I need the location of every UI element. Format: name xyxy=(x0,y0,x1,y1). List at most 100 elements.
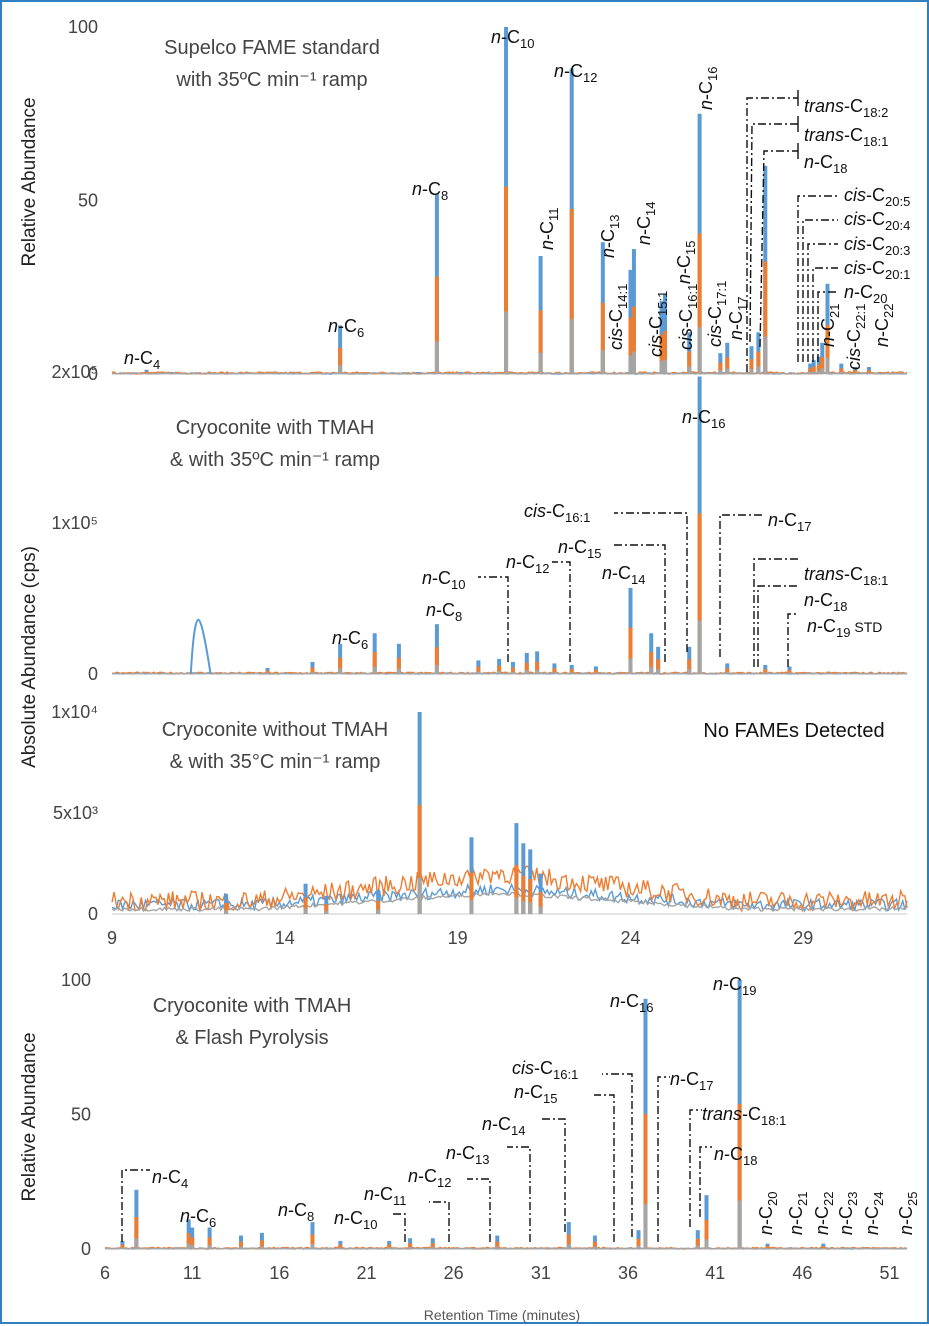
peak-gray xyxy=(763,672,768,674)
x-tick-label: 36 xyxy=(618,1263,638,1283)
peak-label-panel-1: trans-C18:1 xyxy=(804,125,888,149)
peak-orange xyxy=(338,657,343,674)
peak-orange xyxy=(387,1244,392,1249)
peak-orange xyxy=(524,662,529,674)
bracket-c15 xyxy=(614,544,666,662)
peak-orange xyxy=(190,1237,195,1249)
peak-orange xyxy=(469,872,474,914)
peak-gray xyxy=(628,658,633,674)
peak-gray xyxy=(636,1245,641,1249)
peak-orange xyxy=(535,661,540,674)
peak-gray xyxy=(144,373,149,374)
peak-orange xyxy=(718,362,723,374)
peak-label-panel-4: n-C13 xyxy=(446,1143,489,1167)
peak-gray xyxy=(697,327,702,374)
peak-gray xyxy=(338,1247,343,1249)
peak-gray xyxy=(186,1243,191,1249)
bracket-p4-c18 xyxy=(699,1146,712,1217)
peak-gray xyxy=(224,910,229,914)
peak-orange xyxy=(737,1103,742,1249)
peak-label-panel-1: cis-C15:1 xyxy=(646,291,670,357)
x-tick-label: 11 xyxy=(183,1263,202,1283)
x-tick-label: 9 xyxy=(107,928,117,948)
peak-label-panel-1: cis-C17:1 xyxy=(705,281,729,347)
peak-orange xyxy=(687,659,692,674)
peak-label-panel-2: n-C19 STD xyxy=(807,616,882,640)
peak-orange xyxy=(417,804,422,914)
peak-label-panel-4: n-C17 xyxy=(670,1069,713,1093)
peak-orange xyxy=(514,864,519,914)
y-tick-label: 0 xyxy=(88,664,98,684)
peak-label-panel-2: n-C16 xyxy=(682,407,725,431)
broad-peak xyxy=(189,618,212,675)
y-tick-label: 2x10⁵ xyxy=(52,362,99,382)
peak-label-panel-4: n-C12 xyxy=(408,1166,451,1190)
peak-label-panel-1: cis-C20:3 xyxy=(844,234,910,258)
peak-gray xyxy=(376,909,381,914)
bracket-p4-c14 xyxy=(542,1118,566,1232)
bracket-c20-2 xyxy=(807,243,838,362)
peak-orange xyxy=(631,306,636,374)
peak-label-panel-4: n-C14 xyxy=(482,1114,525,1138)
peak-orange xyxy=(866,370,871,374)
peak-orange xyxy=(408,1243,413,1249)
peak-orange xyxy=(592,1241,597,1249)
peak-gray xyxy=(396,668,401,674)
peak-label-panel-4: cis-C16:1 xyxy=(512,1058,578,1082)
peak-orange xyxy=(495,1241,500,1249)
peak-orange xyxy=(510,667,515,674)
peak-orange xyxy=(697,233,702,374)
x-tick-label: 24 xyxy=(620,928,640,948)
peak-orange xyxy=(659,334,664,374)
peak-gray xyxy=(521,901,526,914)
peak-orange xyxy=(853,370,858,374)
peak-orange xyxy=(434,276,439,374)
bracket-p4-c17 xyxy=(657,1076,670,1242)
peak-gray xyxy=(566,1244,571,1249)
trace-gray xyxy=(111,372,908,375)
peak-label-panel-1: n-C8 xyxy=(412,179,448,203)
bracket-trans-C18-2 xyxy=(746,97,798,372)
panel-title-line: Cryoconite with TMAH xyxy=(176,417,375,439)
peak-gray xyxy=(853,372,858,374)
y-axis-label-panel-2-3: Absolute Abundance (cps) xyxy=(19,546,40,768)
y-tick-label: 1x10⁴ xyxy=(51,702,98,722)
peak-gray xyxy=(697,620,702,674)
peak-orange xyxy=(569,209,574,374)
peak-gray xyxy=(839,372,844,374)
peak-orange xyxy=(303,897,308,914)
peak-label-panel-1: cis-C20:4 xyxy=(844,209,910,233)
peak-gray xyxy=(765,1248,770,1249)
peak-label-panel-4: n-C23 xyxy=(836,1192,860,1235)
peak-orange xyxy=(763,669,768,674)
y-tick-label: 100 xyxy=(61,970,91,990)
peak-label-panel-1: n-C4 xyxy=(124,348,160,372)
peak-gray xyxy=(134,1238,139,1249)
peak-gray xyxy=(417,877,422,914)
chart-panel-2: 0 1x10⁵ 2x10⁵ Cryoconite with TMAH & with 35… xyxy=(52,362,908,684)
peak-label-panel-1: n-C13 xyxy=(598,215,622,258)
bracket-c18-1 xyxy=(753,558,798,667)
peak-orange xyxy=(396,657,401,674)
bracket-n-C18 xyxy=(759,150,798,348)
peak-orange xyxy=(338,1244,343,1249)
peak-gray xyxy=(469,900,474,914)
peak-label-panel-1: n-C6 xyxy=(328,316,364,340)
peak-label-panel-1: n-C14 xyxy=(634,202,658,245)
peak-label-panel-2: n-C14 xyxy=(602,563,645,587)
peak-orange xyxy=(238,1241,243,1249)
trace-blue xyxy=(111,882,908,913)
peak-orange xyxy=(265,670,270,674)
peak-orange xyxy=(593,669,598,674)
peak-orange xyxy=(310,667,315,674)
peak-orange xyxy=(628,627,633,674)
peak-label-panel-2: n-C18 xyxy=(804,590,847,614)
bracket-c20-4 xyxy=(817,291,838,362)
chart-panel-3: 0 5x10³ 1x10⁴ 9 14 19 24 29 Cryoconite without T… xyxy=(51,702,908,948)
peak-gray xyxy=(718,370,723,374)
peak-gray xyxy=(593,672,598,674)
bracket-p4-c11 xyxy=(429,1201,450,1242)
bracket-p4-cis-c16-1 xyxy=(602,1073,633,1237)
chart-panel-4: 0 50 100 6 11 16 21 26 31 36 41 46 51 Cryoconite with… xyxy=(61,970,908,1283)
